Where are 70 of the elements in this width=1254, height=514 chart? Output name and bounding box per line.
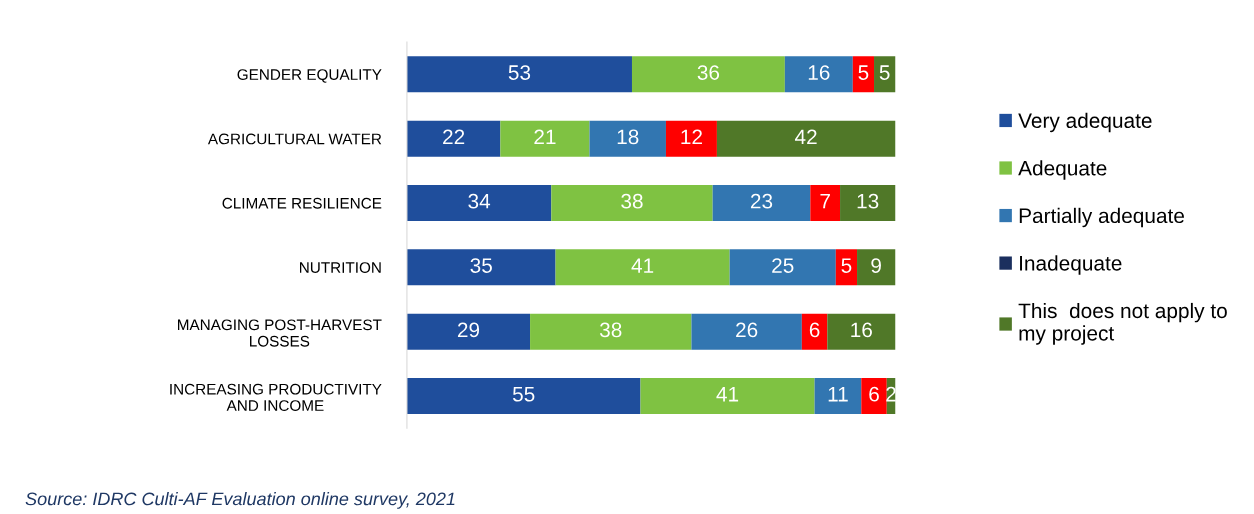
y-tick-label: AGRICULTURAL WATER xyxy=(207,133,382,145)
data-label: 16 xyxy=(808,65,830,80)
bar xyxy=(589,120,666,157)
data-label: 29 xyxy=(457,322,480,338)
bar xyxy=(406,184,552,221)
data-label: 13 xyxy=(857,193,879,209)
data-label: 6 xyxy=(869,386,879,402)
bar xyxy=(406,249,556,286)
bar xyxy=(840,184,896,221)
bar xyxy=(691,313,802,350)
data-label: 35 xyxy=(470,258,492,273)
bar xyxy=(530,313,692,350)
bar xyxy=(861,377,887,415)
legend-label: Inadequate xyxy=(1020,255,1122,275)
legend-label: This does not apply to my project xyxy=(1018,302,1227,345)
bar xyxy=(631,56,785,93)
y-tick-label: NUTRITION xyxy=(300,262,381,274)
bar xyxy=(551,184,713,221)
data-label: 22 xyxy=(443,129,465,145)
bar xyxy=(406,313,531,350)
bar xyxy=(406,120,501,157)
legend-label: Partially adequate xyxy=(1019,207,1184,228)
bar xyxy=(555,249,730,286)
bar xyxy=(874,56,896,93)
data-label: 34 xyxy=(468,193,491,209)
legend-label: Adequate xyxy=(1018,160,1107,180)
bar xyxy=(729,249,836,286)
data-label: 36 xyxy=(697,65,720,80)
y-tick-label: GENDER EQUALITY xyxy=(237,69,382,83)
bar xyxy=(716,120,896,157)
y-tick-label: CLIMATE RESILIENCE xyxy=(222,197,382,209)
legend-label: Very adequate xyxy=(1018,112,1152,133)
bar xyxy=(500,120,590,157)
bar xyxy=(712,184,811,221)
data-label: 9 xyxy=(871,258,881,273)
data-label: 42 xyxy=(794,129,817,145)
bar xyxy=(827,313,896,350)
data-label: 53 xyxy=(508,65,531,80)
data-label: 5 xyxy=(858,65,869,80)
source-note: Source: IDRC Culti-AF Evaluation online survey, 2021 xyxy=(25,492,455,509)
bar xyxy=(784,56,853,93)
data-label: 11 xyxy=(828,387,848,402)
bar xyxy=(810,184,841,221)
data-label: 6 xyxy=(809,322,820,338)
bar xyxy=(814,377,862,415)
data-label: 5 xyxy=(841,258,852,273)
data-label: 23 xyxy=(750,193,773,209)
data-label: 26 xyxy=(736,322,758,338)
data-label: 21 xyxy=(534,129,556,145)
data-label: 16 xyxy=(851,322,872,338)
data-label: 55 xyxy=(512,387,535,402)
data-label: 41 xyxy=(631,258,654,273)
y-tick-label: MANAGING POST-HARVEST LOSSES xyxy=(178,319,382,347)
bar xyxy=(665,120,717,157)
data-label: 12 xyxy=(681,129,702,145)
data-label: 5 xyxy=(879,65,890,80)
bar xyxy=(852,56,875,93)
data-label: 38 xyxy=(621,193,643,209)
bar xyxy=(857,249,896,286)
bar xyxy=(640,377,815,415)
data-label: 25 xyxy=(772,258,794,273)
data-label: 18 xyxy=(617,129,639,145)
bar xyxy=(406,56,632,93)
data-label: 7 xyxy=(820,194,830,209)
bar xyxy=(835,249,858,286)
data-label: 41 xyxy=(716,387,739,402)
bar xyxy=(801,313,828,350)
bar xyxy=(406,377,641,415)
y-tick-label: INCREASING PRODUCTIVITY AND INCOME xyxy=(170,383,382,412)
data-label: 38 xyxy=(599,322,622,338)
